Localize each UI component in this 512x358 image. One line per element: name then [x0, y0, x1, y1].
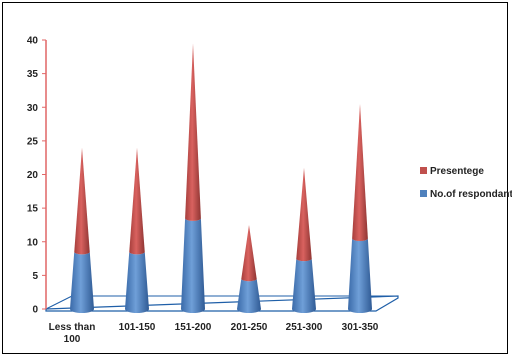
x-axis-labels: Less than 100 101-150 151-200 201-250 251-300… [49, 322, 379, 345]
cones [70, 43, 372, 313]
legend-label: No.of respondant [430, 189, 512, 200]
y-tick-label: 40 [27, 36, 39, 47]
y-tick-label: 10 [27, 237, 39, 248]
x-tick-label: 201-250 [231, 322, 268, 333]
cone-5 [348, 103, 372, 313]
y-tick-label: 5 [32, 271, 38, 282]
cone-segment-no-of-respondant [237, 278, 261, 313]
cone-2 [181, 43, 205, 313]
cone-segment-no-of-respondant [125, 251, 149, 313]
y-tick-label: 30 [27, 103, 39, 114]
cone-segment-no-of-respondant [70, 251, 94, 313]
cone-segment-presentege [241, 224, 257, 282]
x-tick-label: 301-350 [342, 322, 379, 333]
cone-3 [237, 224, 261, 313]
cone-segment-presentege [74, 147, 90, 255]
cone-segment-no-of-respondant [181, 218, 205, 313]
cone-0 [70, 147, 94, 313]
cone-1 [125, 147, 149, 313]
cone-4 [292, 167, 316, 313]
cone-segment-presentege [352, 103, 368, 242]
y-tick-label: 20 [27, 170, 39, 181]
floor-plane [45, 295, 399, 312]
chart-floor [45, 295, 399, 312]
x-tick-label: 151-200 [175, 322, 212, 333]
x-tick-label: Less than 100 [49, 322, 96, 345]
y-tick-label: 15 [27, 204, 39, 215]
legend-swatch [420, 167, 427, 174]
cone-segment-presentege [129, 147, 145, 255]
x-tick-label: 101-150 [119, 322, 156, 333]
y-tick-label: 35 [27, 69, 39, 80]
cone-segment-no-of-respondant [348, 238, 372, 313]
cone-segment-presentege [185, 43, 201, 221]
y-axis: 0 5 10 15 20 25 30 35 40 [27, 36, 47, 316]
y-tick-label: 0 [32, 305, 38, 316]
cone-segment-presentege [296, 167, 312, 262]
x-tick-label: 251-300 [286, 322, 323, 333]
y-tick-label: 25 [27, 136, 39, 147]
legend-label: Presentege [430, 166, 484, 177]
legend-swatch [420, 190, 427, 197]
floor-edge [45, 295, 73, 310]
cone-segment-no-of-respondant [292, 258, 316, 313]
legend: Presentege No.of respondant [420, 166, 512, 200]
